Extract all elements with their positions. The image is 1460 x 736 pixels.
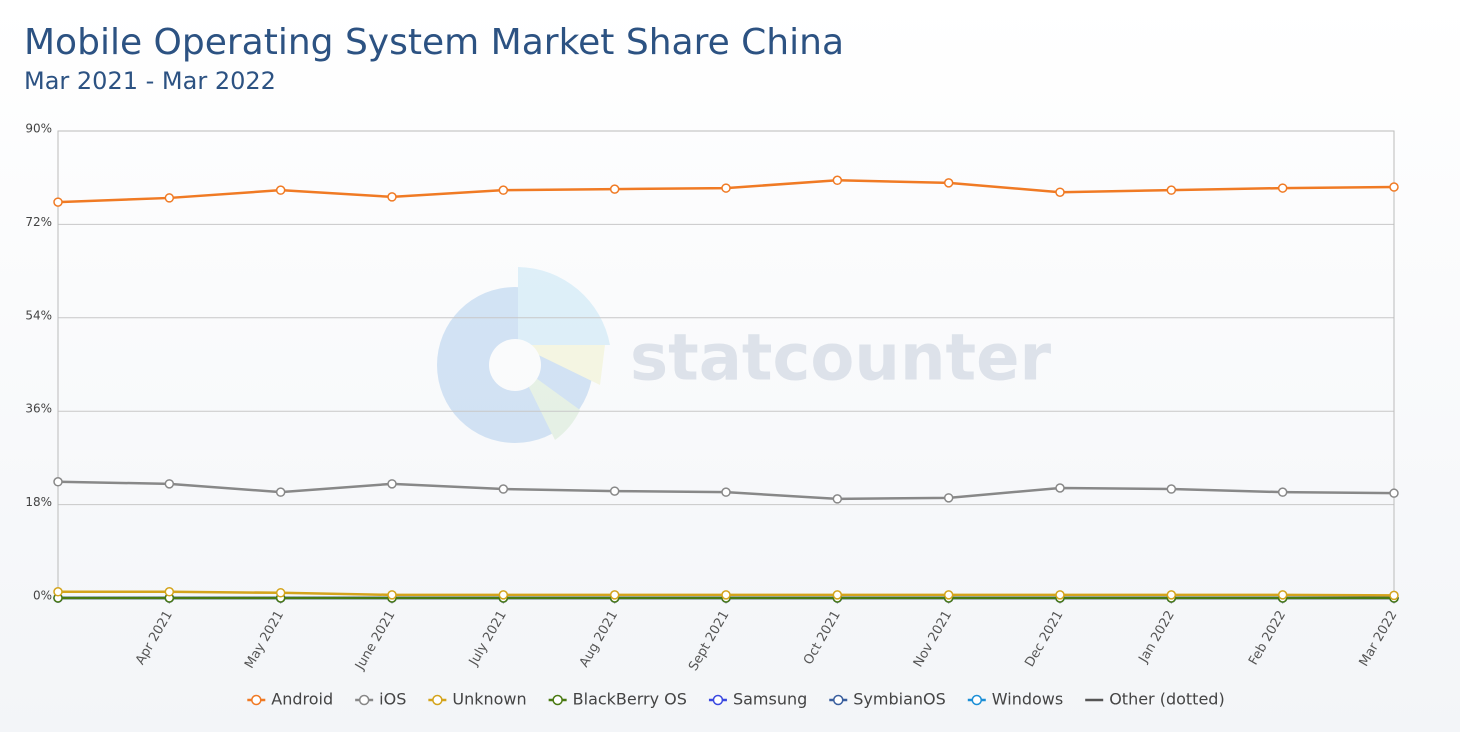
point xyxy=(832,590,843,600)
chart-subtitle: Mar 2021 - Mar 2022 xyxy=(24,67,276,95)
point xyxy=(1277,487,1288,497)
point xyxy=(1277,590,1288,600)
y-tick-label: 54% xyxy=(25,308,52,322)
point xyxy=(1277,183,1288,193)
watermark-logo xyxy=(437,267,610,443)
legend-label: BlackBerry OS xyxy=(573,690,687,709)
legend-label: SymbianOS xyxy=(853,690,946,709)
legend-item: BlackBerry OS xyxy=(548,690,687,709)
point xyxy=(943,178,954,188)
point xyxy=(721,183,731,193)
y-tick-label: 0% xyxy=(33,589,52,603)
legend-item: Other (dotted) xyxy=(1085,690,1225,709)
legend-marker xyxy=(971,694,983,706)
y-tick-label: 72% xyxy=(25,215,52,229)
point xyxy=(1055,483,1065,493)
point xyxy=(1166,590,1177,600)
point xyxy=(275,588,286,598)
point xyxy=(53,477,63,487)
legend: Android iOS Unknown BlackBerry OS Samsung Sym… xyxy=(247,690,1225,709)
legend-item: Unknown xyxy=(428,690,527,709)
legend-label: Windows xyxy=(992,690,1063,709)
point xyxy=(53,587,63,597)
point xyxy=(609,184,620,194)
y-tick-label: 90% xyxy=(25,122,52,136)
y-tick-label: 36% xyxy=(25,402,52,416)
point xyxy=(164,193,175,203)
point xyxy=(832,175,843,186)
legend-label: iOS xyxy=(379,690,406,709)
legend-marker xyxy=(251,694,262,706)
legend-marker xyxy=(552,694,563,706)
point xyxy=(943,590,954,600)
legend-label: Unknown xyxy=(452,690,526,709)
point xyxy=(498,484,509,494)
legend-marker xyxy=(358,694,370,706)
point xyxy=(275,185,286,195)
legend-marker xyxy=(432,694,443,706)
chart-title: Mobile Operating System Market Share Chi… xyxy=(24,22,844,63)
point xyxy=(164,479,175,489)
legend-item: Android xyxy=(247,690,333,709)
point xyxy=(387,590,397,600)
point xyxy=(387,192,397,202)
point xyxy=(721,487,731,497)
legend-item: Windows xyxy=(967,690,1063,709)
legend-marker xyxy=(712,694,724,706)
point xyxy=(387,479,397,489)
point xyxy=(498,590,509,600)
point xyxy=(53,197,63,207)
point xyxy=(609,486,620,496)
legend-label: Android xyxy=(271,690,333,709)
point xyxy=(1389,182,1399,192)
point xyxy=(1389,488,1399,498)
point xyxy=(832,494,843,504)
watermark: statcounter xyxy=(630,322,1052,396)
point xyxy=(1166,185,1177,195)
point xyxy=(1055,590,1065,600)
point xyxy=(1166,484,1177,494)
point xyxy=(1389,590,1399,601)
legend-item: SymbianOS xyxy=(829,690,946,709)
legend-item: iOS xyxy=(355,690,406,709)
legend-marker xyxy=(833,694,844,706)
point xyxy=(498,185,509,195)
point xyxy=(275,487,286,497)
legend-item: Samsung xyxy=(708,690,807,709)
point xyxy=(609,590,620,600)
point xyxy=(943,493,954,503)
point xyxy=(721,590,731,600)
legend-label: Samsung xyxy=(733,690,807,709)
point xyxy=(1055,187,1065,197)
legend-label: Other (dotted) xyxy=(1109,690,1225,709)
y-tick-label: 18% xyxy=(25,495,52,509)
point xyxy=(164,587,175,597)
